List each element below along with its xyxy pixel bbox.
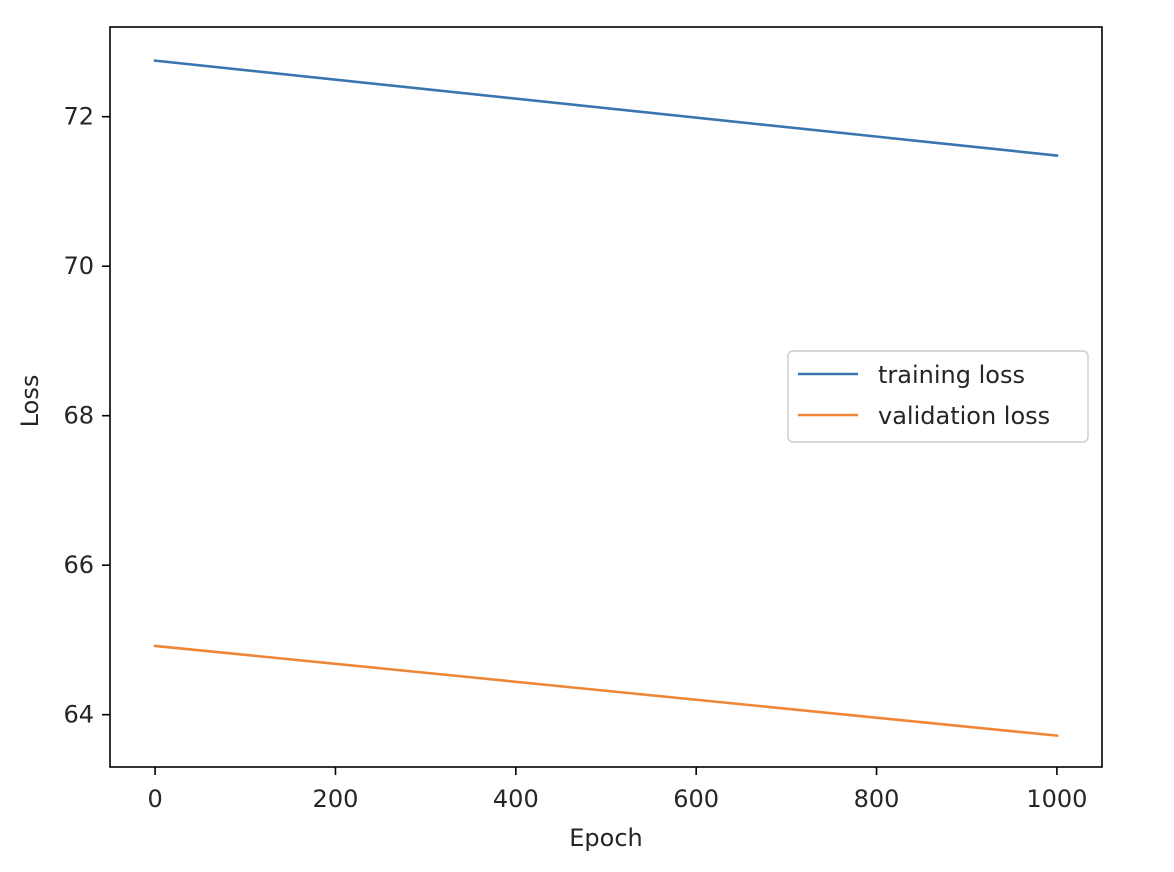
x-tick-label: 600	[673, 785, 719, 813]
x-axis-ticks: 0 200 400 600 800 1000	[147, 767, 1087, 813]
y-tick-label: 64	[63, 701, 94, 729]
legend-label-training-loss: training loss	[878, 361, 1025, 389]
legend-box	[787, 350, 1089, 443]
series-line-training-loss	[153, 59, 1059, 157]
series-layer	[153, 59, 1059, 738]
x-tick-label: 200	[313, 785, 359, 813]
y-tick-label: 72	[63, 103, 94, 131]
series-line-validation-loss	[153, 644, 1059, 738]
y-axis-ticks: 64 66 68 70 72	[63, 103, 110, 729]
x-tick-label: 800	[854, 785, 900, 813]
y-axis-label: Loss	[16, 375, 44, 428]
x-tick-label: 400	[493, 785, 539, 813]
legend-label-validation-loss: validation loss	[878, 402, 1050, 430]
x-tick-label: 0	[147, 785, 162, 813]
x-axis-label: Epoch	[569, 824, 643, 852]
plot-frame	[109, 26, 1103, 768]
y-tick-label: 66	[63, 551, 94, 579]
y-tick-label: 70	[63, 252, 94, 280]
legend: training loss validation loss	[787, 350, 1089, 443]
y-tick-label: 68	[63, 402, 94, 430]
x-tick-label: 1000	[1026, 785, 1087, 813]
